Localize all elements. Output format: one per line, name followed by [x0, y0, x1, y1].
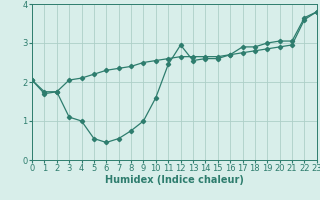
X-axis label: Humidex (Indice chaleur): Humidex (Indice chaleur) — [105, 175, 244, 185]
